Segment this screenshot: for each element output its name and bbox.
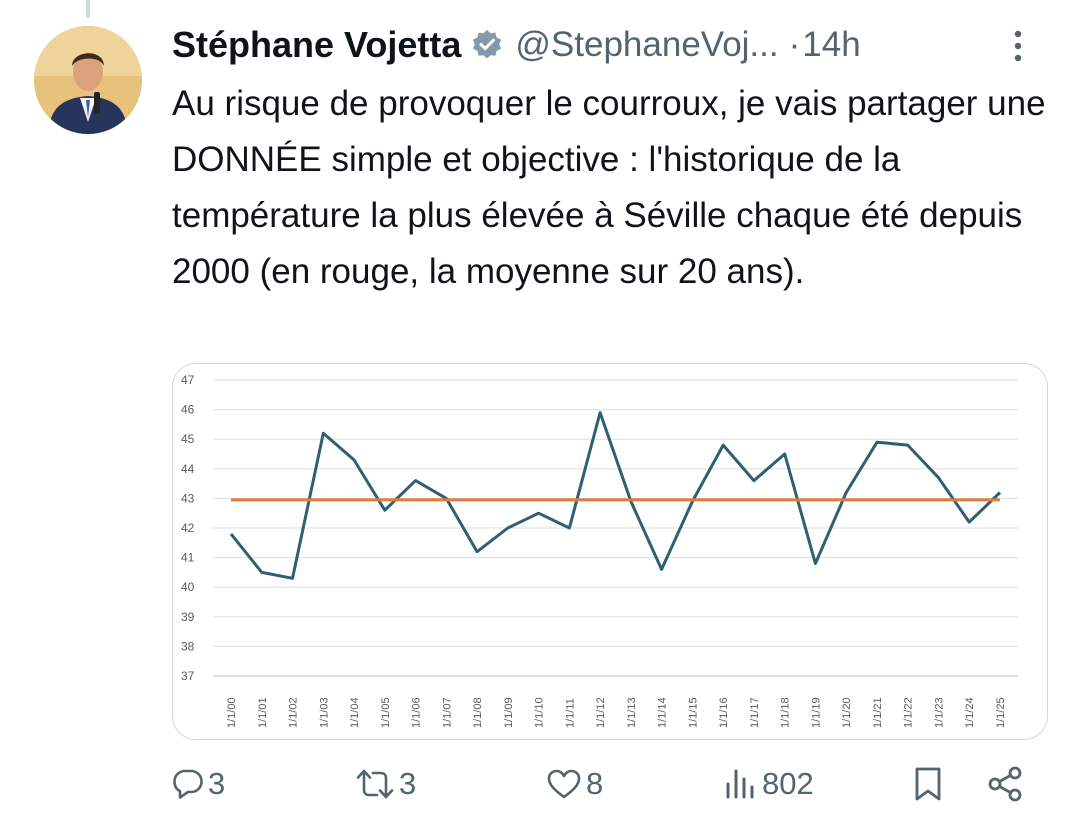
- author-avatar[interactable]: [34, 26, 142, 134]
- retweet-button[interactable]: 3: [355, 766, 416, 802]
- x-tick-label: 1/1/04: [349, 697, 361, 728]
- verified-badge-icon: [473, 30, 502, 59]
- tweet-timestamp[interactable]: 14h: [802, 25, 861, 64]
- x-tick-label: 1/1/25: [995, 697, 1007, 728]
- views-count: 802: [762, 766, 814, 801]
- x-tick-label: 1/1/07: [441, 697, 453, 728]
- x-tick-label: 1/1/14: [657, 697, 669, 728]
- y-tick-label: 46: [181, 403, 195, 417]
- share-button[interactable]: [986, 766, 1024, 802]
- chart-series: [229, 411, 1002, 580]
- y-tick-label: 39: [181, 610, 195, 624]
- like-button[interactable]: 8: [546, 766, 603, 802]
- thread-connector-line: [86, 0, 90, 18]
- x-tick-label: 1/1/11: [564, 698, 576, 728]
- y-tick-label: 42: [181, 521, 195, 535]
- author-handle[interactable]: @StephaneVoj...: [515, 25, 779, 64]
- x-tick-label: 1/1/17: [749, 697, 761, 728]
- x-tick-label: 1/1/00: [226, 697, 238, 728]
- x-tick-label: 1/1/08: [472, 697, 484, 728]
- tweet-actions: 3 3 8 802: [172, 766, 1032, 814]
- x-tick-label: 1/1/03: [318, 697, 330, 728]
- bookmark-icon: [915, 767, 941, 801]
- retweet-icon: [356, 769, 394, 799]
- x-tick-label: 1/1/13: [626, 697, 638, 728]
- like-count: 8: [586, 766, 604, 801]
- chart-x-axis: 1/1/00 1/1/01 1/1/02 1/1/03 1/1/04 1/1/05 1/1/…: [226, 697, 1007, 728]
- x-tick-label: 1/1/02: [288, 697, 300, 728]
- tweet-header: Stéphane Vojetta @StephaneVoj... · 14h: [172, 20, 1060, 70]
- x-tick-label: 1/1/05: [380, 697, 392, 728]
- more-vertical-icon[interactable]: [1012, 26, 1024, 66]
- x-tick-label: 1/1/24: [964, 697, 976, 728]
- x-tick-label: 1/1/23: [933, 697, 945, 728]
- x-tick-label: 1/1/12: [595, 697, 607, 728]
- retweet-count: 3: [399, 766, 417, 801]
- x-tick-label: 1/1/06: [411, 697, 423, 728]
- y-tick-label: 41: [181, 551, 195, 565]
- y-tick-label: 40: [181, 580, 195, 594]
- y-tick-label: 44: [181, 462, 195, 476]
- reply-icon: [173, 769, 203, 799]
- series-line-max-temperature: [229, 411, 1002, 580]
- author-name[interactable]: Stéphane Vojetta: [172, 24, 462, 65]
- header-separator: ·: [788, 25, 801, 64]
- x-tick-label: 1/1/21: [872, 697, 884, 728]
- x-tick-label: 1/1/16: [718, 697, 730, 728]
- chart-gridlines: [213, 379, 1018, 677]
- y-tick-label: 37: [181, 669, 195, 683]
- x-tick-label: 1/1/18: [780, 697, 792, 728]
- tweet-media-chart[interactable]: 47 46 45 44 43 42 41 40 39 38 37 1/1/00 1/1/01 1/1/0…: [172, 363, 1048, 740]
- views-button[interactable]: 802: [724, 766, 814, 802]
- x-tick-label: 1/1/19: [810, 697, 822, 728]
- bookmark-button[interactable]: [912, 766, 944, 802]
- chart-y-axis: 47 46 45 44 43 42 41 40 39 38 37: [181, 373, 195, 683]
- y-tick-label: 43: [181, 491, 195, 505]
- reply-button[interactable]: 3: [172, 766, 225, 802]
- tweet-text: Au risque de provoquer le courroux, je v…: [172, 84, 1046, 291]
- y-tick-label: 38: [181, 639, 195, 653]
- y-tick-label: 45: [181, 432, 195, 446]
- reply-count: 3: [208, 766, 226, 801]
- share-icon: [988, 766, 1022, 802]
- x-tick-label: 1/1/20: [841, 697, 853, 728]
- avatar-photo: [34, 26, 142, 134]
- x-tick-label: 1/1/01: [257, 697, 269, 728]
- x-tick-label: 1/1/09: [503, 697, 515, 728]
- views-icon: [726, 769, 754, 799]
- x-tick-label: 1/1/15: [687, 697, 699, 728]
- x-tick-label: 1/1/22: [903, 697, 915, 728]
- x-tick-label: 1/1/10: [534, 697, 546, 728]
- y-tick-label: 47: [181, 373, 195, 387]
- like-icon: [547, 769, 581, 799]
